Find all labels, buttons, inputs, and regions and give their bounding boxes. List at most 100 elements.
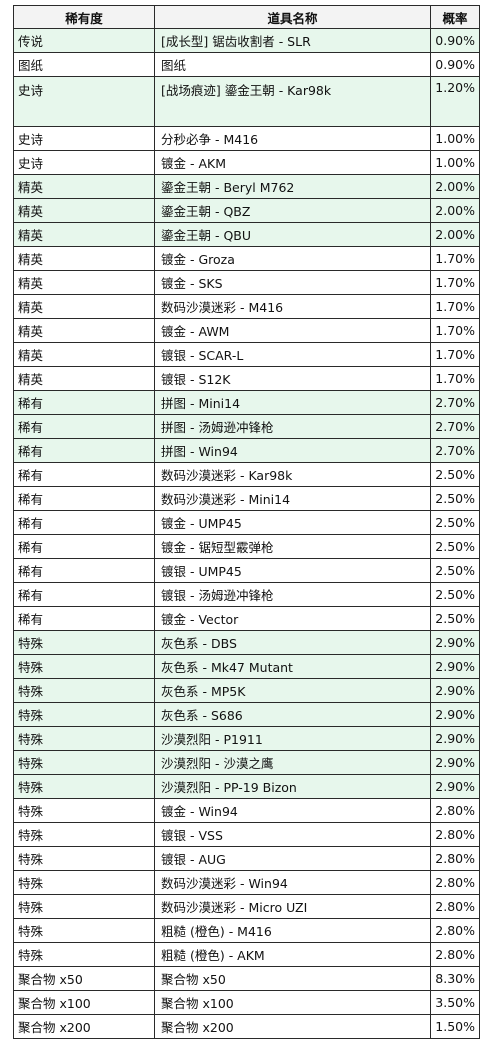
item-name-cell: 灰色系 - MP5K <box>154 678 431 703</box>
rarity-cell: 特殊 <box>13 798 155 823</box>
rarity-cell: 精英 <box>13 366 155 391</box>
item-name-cell: 数码沙漠迷彩 - M416 <box>154 294 431 319</box>
rarity-cell: 特殊 <box>13 942 155 967</box>
rarity-cell: 精英 <box>13 222 155 247</box>
rate-cell: 1.00% <box>430 126 480 151</box>
item-name-cell: 分秒必争 - M416 <box>154 126 431 151</box>
rate-cell: 2.90% <box>430 678 480 703</box>
rarity-cell: 特殊 <box>13 750 155 775</box>
rate-cell: 2.80% <box>430 894 480 919</box>
item-name-cell: 灰色系 - S686 <box>154 702 431 727</box>
table-row: 特殊 沙漠烈阳 - P1911 2.90% <box>13 726 480 751</box>
rate-cell: 1.70% <box>430 246 480 271</box>
table-row: 聚合物 x100 聚合物 x100 3.50% <box>13 990 480 1015</box>
item-name-cell: 鎏金王朝 - Beryl M762 <box>154 174 431 199</box>
rarity-cell: 稀有 <box>13 438 155 463</box>
item-name-cell: 沙漠烈阳 - 沙漠之鹰 <box>154 750 431 775</box>
item-name-cell: 聚合物 x100 <box>154 990 431 1015</box>
table-row: 传说 [成长型] 锯齿收割者 - SLR 0.90% <box>13 28 480 53</box>
item-name-cell: 粗糙 (橙色) - M416 <box>154 918 431 943</box>
rarity-cell: 稀有 <box>13 582 155 607</box>
table-row: 稀有 镀金 - Vector 2.50% <box>13 606 480 631</box>
rarity-cell: 稀有 <box>13 534 155 559</box>
item-name-cell: 镀金 - AWM <box>154 318 431 343</box>
item-name-cell: 镀金 - SKS <box>154 270 431 295</box>
item-name-cell: 镀金 - AKM <box>154 150 431 175</box>
item-name-cell: 数码沙漠迷彩 - Micro UZI <box>154 894 431 919</box>
table-row: 精英 数码沙漠迷彩 - M416 1.70% <box>13 294 480 319</box>
table-row: 稀有 镀金 - 锯短型霰弹枪 2.50% <box>13 534 480 559</box>
item-name-cell: [战场痕迹] 鎏金王朝 - Kar98k <box>154 76 431 127</box>
item-name-cell: 拼图 - Win94 <box>154 438 431 463</box>
rarity-cell: 图纸 <box>13 52 155 77</box>
table-row: 稀有 拼图 - Mini14 2.70% <box>13 390 480 415</box>
item-name-cell: 鎏金王朝 - QBZ <box>154 198 431 223</box>
table-row: 稀有 拼图 - 汤姆逊冲锋枪 2.70% <box>13 414 480 439</box>
rarity-cell: 史诗 <box>13 76 155 127</box>
table-row: 特殊 镀金 - Win94 2.80% <box>13 798 480 823</box>
table-row: 稀有 拼图 - Win94 2.70% <box>13 438 480 463</box>
table-row: 特殊 灰色系 - Mk47 Mutant 2.90% <box>13 654 480 679</box>
item-name-cell: 沙漠烈阳 - PP-19 Bizon <box>154 774 431 799</box>
rarity-cell: 稀有 <box>13 510 155 535</box>
rarity-cell: 特殊 <box>13 846 155 871</box>
rarity-cell: 稀有 <box>13 390 155 415</box>
rate-cell: 2.80% <box>430 846 480 871</box>
rate-cell: 2.80% <box>430 918 480 943</box>
rarity-cell: 特殊 <box>13 630 155 655</box>
table-row: 特殊 数码沙漠迷彩 - Micro UZI 2.80% <box>13 894 480 919</box>
rarity-cell: 特殊 <box>13 774 155 799</box>
rarity-cell: 特殊 <box>13 654 155 679</box>
rarity-cell: 传说 <box>13 28 155 53</box>
table-row: 特殊 粗糙 (橙色) - AKM 2.80% <box>13 942 480 967</box>
table-row: 史诗 [战场痕迹] 鎏金王朝 - Kar98k 1.20% <box>13 76 480 127</box>
rarity-cell: 精英 <box>13 246 155 271</box>
table-row: 特殊 沙漠烈阳 - PP-19 Bizon 2.90% <box>13 774 480 799</box>
item-name-cell: 拼图 - Mini14 <box>154 390 431 415</box>
rate-cell: 2.00% <box>430 174 480 199</box>
rate-cell: 0.90% <box>430 28 480 53</box>
header-item-name: 道具名称 <box>154 5 431 29</box>
rate-cell: 2.90% <box>430 702 480 727</box>
item-name-cell: 镀银 - UMP45 <box>154 558 431 583</box>
rarity-cell: 聚合物 x100 <box>13 990 155 1015</box>
rarity-cell: 稀有 <box>13 486 155 511</box>
rate-cell: 2.50% <box>430 582 480 607</box>
rarity-cell: 稀有 <box>13 606 155 631</box>
item-name-cell: 数码沙漠迷彩 - Kar98k <box>154 462 431 487</box>
item-name-cell: 镀金 - Vector <box>154 606 431 631</box>
rarity-cell: 特殊 <box>13 678 155 703</box>
table-row: 精英 镀金 - SKS 1.70% <box>13 270 480 295</box>
rarity-cell: 特殊 <box>13 918 155 943</box>
item-name-cell: [成长型] 锯齿收割者 - SLR <box>154 28 431 53</box>
rate-cell: 2.90% <box>430 726 480 751</box>
rarity-cell: 特殊 <box>13 822 155 847</box>
rate-cell: 2.50% <box>430 534 480 559</box>
table-row: 特殊 镀银 - VSS 2.80% <box>13 822 480 847</box>
table-row: 精英 镀金 - Groza 1.70% <box>13 246 480 271</box>
header-rate: 概率 <box>430 5 480 29</box>
item-name-cell: 镀银 - AUG <box>154 846 431 871</box>
table-row: 精英 鎏金王朝 - QBU 2.00% <box>13 222 480 247</box>
rate-cell: 2.90% <box>430 750 480 775</box>
table-row: 精英 镀金 - AWM 1.70% <box>13 318 480 343</box>
table-row: 精英 鎏金王朝 - QBZ 2.00% <box>13 198 480 223</box>
table-row: 稀有 数码沙漠迷彩 - Kar98k 2.50% <box>13 462 480 487</box>
rarity-cell: 史诗 <box>13 126 155 151</box>
rate-cell: 2.50% <box>430 606 480 631</box>
table-row: 特殊 镀银 - AUG 2.80% <box>13 846 480 871</box>
table-row: 特殊 灰色系 - S686 2.90% <box>13 702 480 727</box>
table-row: 精英 镀银 - S12K 1.70% <box>13 366 480 391</box>
drop-rate-table: 稀有度 道具名称 概率 传说 [成长型] 锯齿收割者 - SLR 0.90% 图纸 图纸… <box>13 5 480 1039</box>
rarity-cell: 聚合物 x200 <box>13 1014 155 1039</box>
rarity-cell: 聚合物 x50 <box>13 966 155 991</box>
table-body: 传说 [成长型] 锯齿收割者 - SLR 0.90% 图纸 图纸 0.90% 史诗 [战场痕迹… <box>13 28 480 1039</box>
header-rarity: 稀有度 <box>13 5 155 29</box>
item-name-cell: 镀银 - S12K <box>154 366 431 391</box>
item-name-cell: 鎏金王朝 - QBU <box>154 222 431 247</box>
rarity-cell: 精英 <box>13 318 155 343</box>
rarity-cell: 精英 <box>13 270 155 295</box>
item-name-cell: 图纸 <box>154 52 431 77</box>
rate-cell: 1.50% <box>430 1014 480 1039</box>
item-name-cell: 灰色系 - Mk47 Mutant <box>154 654 431 679</box>
